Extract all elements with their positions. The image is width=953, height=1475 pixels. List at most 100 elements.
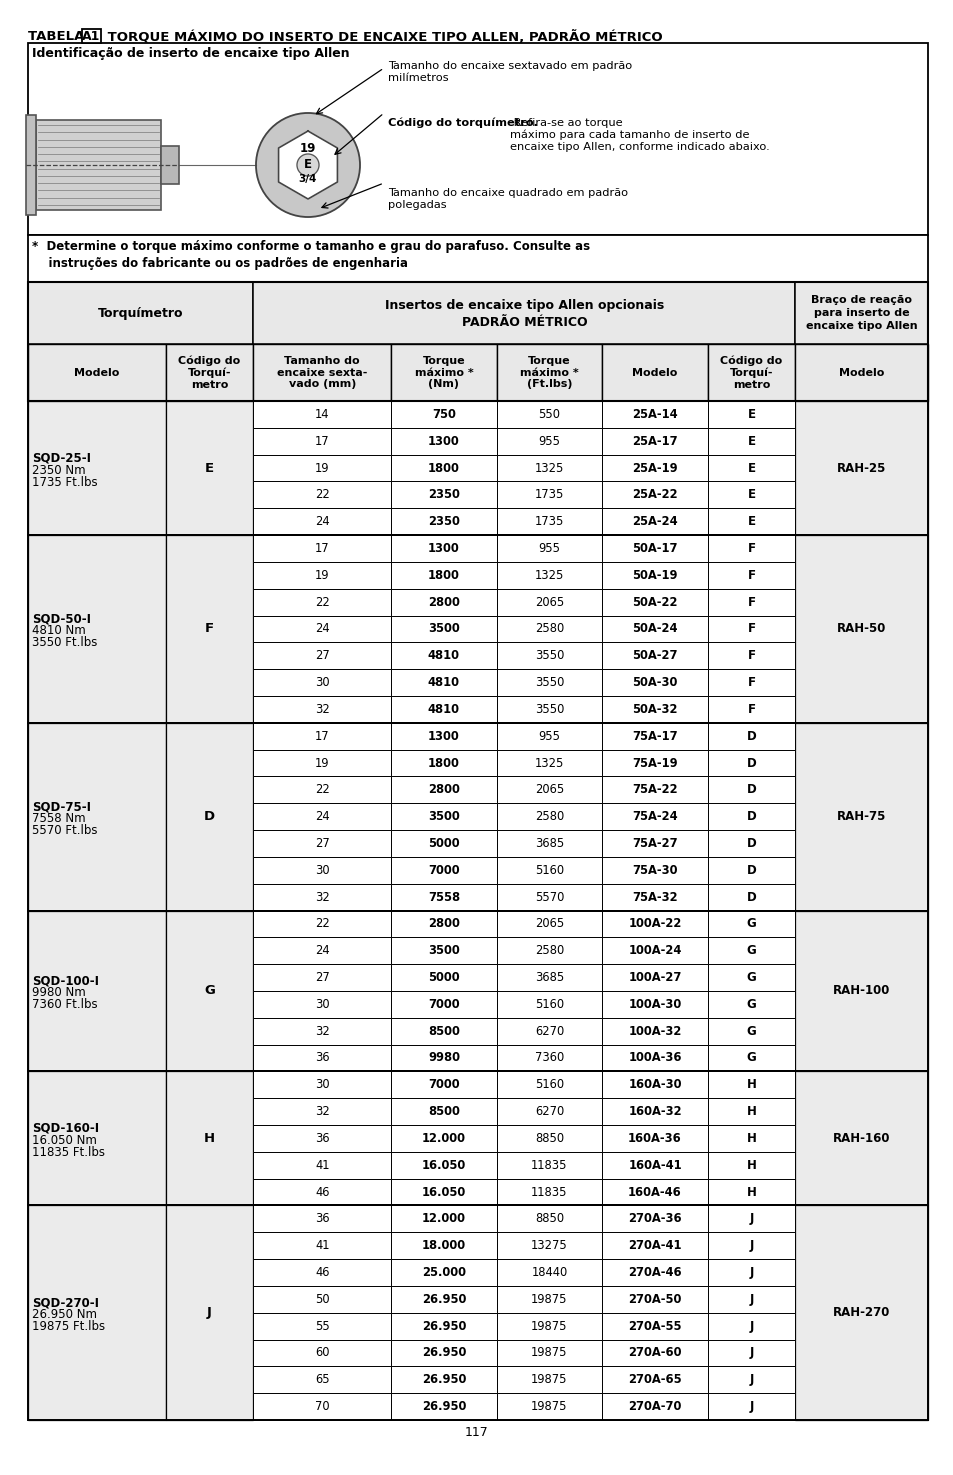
Bar	[707, 1071, 795, 1099]
Text: 27: 27	[314, 649, 329, 662]
Text: 2800: 2800	[428, 917, 459, 931]
Text: 270A-65: 270A-65	[628, 1373, 681, 1386]
Bar	[253, 1125, 391, 1152]
Bar	[497, 1071, 601, 1099]
Text: Braço de reação: Braço de reação	[810, 295, 911, 305]
Text: SQD-100-I: SQD-100-I	[32, 975, 99, 987]
Text: 3550: 3550	[535, 676, 563, 689]
Bar	[391, 1099, 497, 1125]
Text: 1735: 1735	[535, 515, 563, 528]
Text: 36: 36	[314, 1052, 329, 1065]
Text: F: F	[747, 622, 755, 636]
Bar	[28, 910, 927, 1071]
Text: G: G	[746, 1025, 756, 1038]
Text: 8500: 8500	[428, 1105, 459, 1118]
Text: 955: 955	[537, 730, 559, 743]
Bar	[391, 749, 497, 776]
Bar	[391, 509, 497, 535]
Text: 3550 Ft.lbs: 3550 Ft.lbs	[32, 636, 97, 649]
Text: RAH-75: RAH-75	[836, 810, 885, 823]
Bar	[601, 830, 707, 857]
Circle shape	[296, 153, 318, 176]
Bar	[253, 562, 391, 589]
Bar	[28, 723, 166, 910]
Bar	[28, 910, 166, 1071]
Text: 26.950: 26.950	[421, 1373, 466, 1386]
Text: 75A-32: 75A-32	[632, 891, 678, 904]
Text: 9980 Nm: 9980 Nm	[32, 987, 86, 1000]
Text: 14: 14	[314, 409, 329, 420]
Text: Identificação de inserto de encaixe tipo Allen: Identificação de inserto de encaixe tipo…	[32, 47, 349, 60]
Bar	[497, 562, 601, 589]
Text: 5160: 5160	[535, 999, 563, 1010]
Bar	[28, 235, 927, 282]
Bar	[391, 776, 497, 804]
Bar	[707, 776, 795, 804]
Text: 8500: 8500	[428, 1025, 459, 1038]
Bar	[707, 749, 795, 776]
Bar	[28, 723, 927, 910]
Text: 24: 24	[314, 622, 329, 636]
Text: SQD-50-I: SQD-50-I	[32, 612, 91, 625]
Text: 30: 30	[314, 676, 329, 689]
Text: D: D	[746, 836, 756, 850]
Bar	[707, 642, 795, 670]
Text: Refira-se ao torque
máximo para cada tamanho de inserto de
encaixe tipo Allen, c: Refira-se ao torque máximo para cada tam…	[510, 118, 769, 152]
Bar	[391, 1339, 497, 1366]
Bar	[28, 1205, 166, 1420]
Text: F: F	[205, 622, 213, 636]
Text: 75A-22: 75A-22	[632, 783, 678, 796]
Text: 1800: 1800	[428, 569, 459, 581]
Text: Modelo: Modelo	[632, 367, 677, 378]
Text: D: D	[746, 783, 756, 796]
Bar	[601, 749, 707, 776]
Text: SQD-75-I: SQD-75-I	[32, 799, 91, 813]
Bar	[28, 344, 166, 401]
Bar	[28, 535, 166, 723]
Bar	[497, 857, 601, 884]
Text: 160A-36: 160A-36	[627, 1131, 681, 1145]
Bar	[601, 642, 707, 670]
Text: J: J	[749, 1347, 753, 1360]
Text: 270A-70: 270A-70	[628, 1400, 681, 1413]
Text: E: E	[747, 515, 755, 528]
Text: 7000: 7000	[428, 1078, 459, 1092]
Bar	[391, 535, 497, 562]
Text: 25A-17: 25A-17	[632, 435, 678, 448]
Text: Tamanho do
encaixe sexta-
vado (mm): Tamanho do encaixe sexta- vado (mm)	[276, 355, 367, 389]
Bar	[166, 401, 253, 535]
Text: 41: 41	[314, 1239, 329, 1252]
Text: 2800: 2800	[428, 596, 459, 609]
Text: 19875 Ft.lbs: 19875 Ft.lbs	[32, 1320, 105, 1333]
Text: 17: 17	[314, 730, 329, 743]
Text: 7000: 7000	[428, 864, 459, 876]
Bar	[253, 282, 795, 344]
Text: 5570 Ft.lbs: 5570 Ft.lbs	[32, 825, 97, 838]
Bar	[391, 1071, 497, 1099]
Bar	[707, 1179, 795, 1205]
Text: 50: 50	[314, 1292, 329, 1305]
Bar	[497, 991, 601, 1018]
Bar	[795, 535, 927, 723]
Bar	[497, 401, 601, 428]
Bar	[253, 1260, 391, 1286]
Bar	[497, 615, 601, 642]
Text: A1: A1	[82, 31, 101, 43]
Bar	[497, 1152, 601, 1179]
Bar	[707, 1044, 795, 1071]
Text: 7360 Ft.lbs: 7360 Ft.lbs	[32, 999, 97, 1012]
Bar	[391, 1125, 497, 1152]
Text: J: J	[749, 1212, 753, 1226]
Text: 100A-30: 100A-30	[628, 999, 681, 1010]
Text: Modelo: Modelo	[74, 367, 119, 378]
Text: 36: 36	[314, 1131, 329, 1145]
Bar	[391, 428, 497, 454]
Text: 75A-30: 75A-30	[632, 864, 677, 876]
Text: TORQUE MÁXIMO DO INSERTO DE ENCAIXE TIPO ALLEN, PADRÃO MÉTRICO: TORQUE MÁXIMO DO INSERTO DE ENCAIXE TIPO…	[103, 30, 662, 44]
Text: 16.050: 16.050	[421, 1159, 465, 1171]
Bar	[497, 1260, 601, 1286]
Text: 5160: 5160	[535, 864, 563, 876]
Bar	[391, 1394, 497, 1420]
Bar	[707, 1313, 795, 1339]
Bar	[601, 428, 707, 454]
